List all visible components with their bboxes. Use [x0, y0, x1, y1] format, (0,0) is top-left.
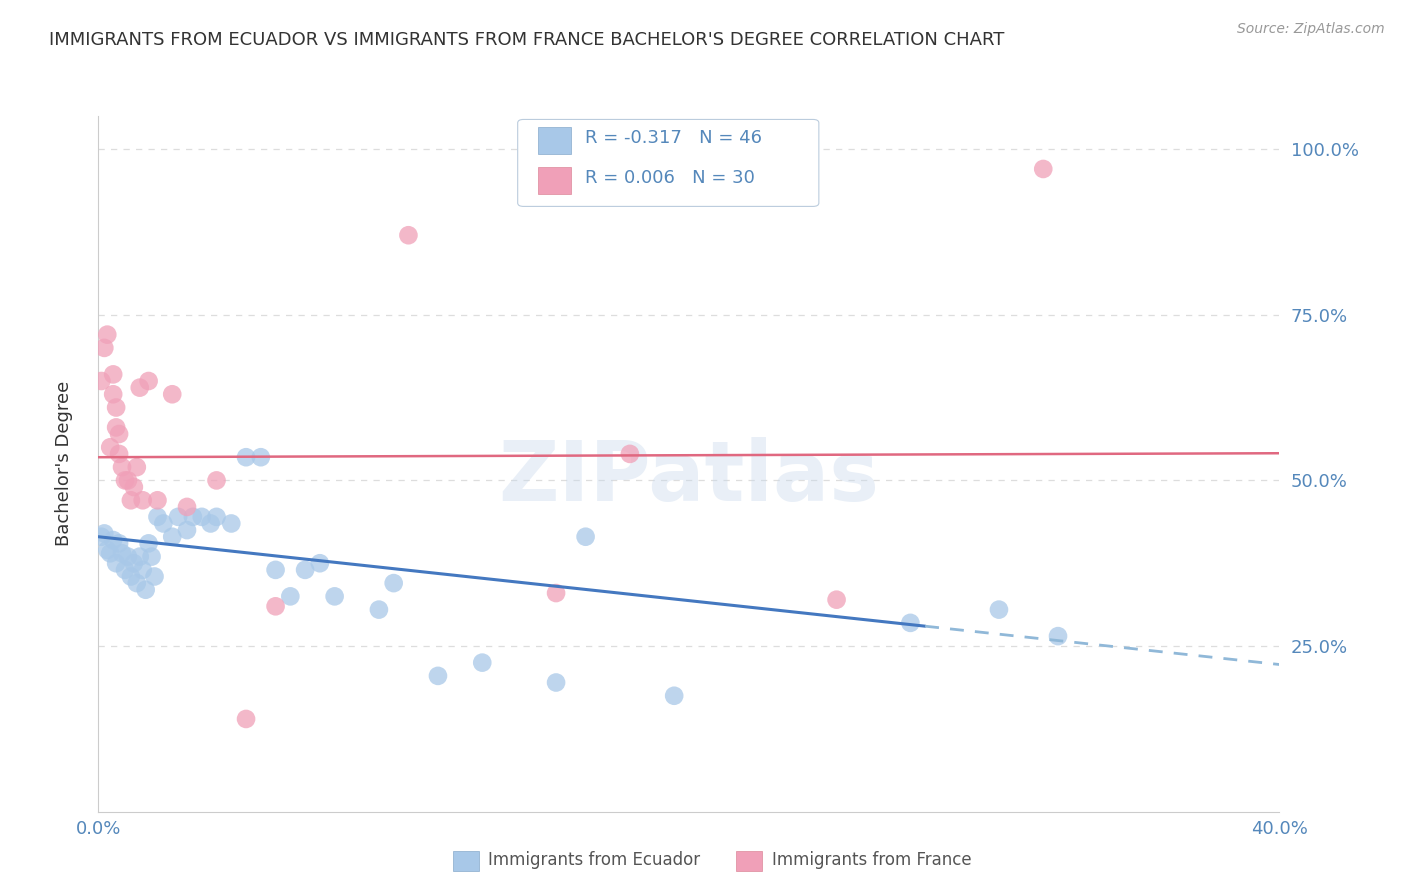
Point	[235, 450, 257, 465]
Point	[111, 546, 134, 560]
Point	[200, 516, 222, 531]
Point	[117, 474, 139, 488]
Point	[96, 327, 118, 342]
Text: ZIPatlas: ZIPatlas	[499, 437, 879, 518]
Point	[105, 556, 128, 570]
Point	[574, 530, 596, 544]
Point	[546, 675, 568, 690]
Point	[146, 493, 169, 508]
Point	[143, 569, 166, 583]
Point	[120, 493, 142, 508]
Point	[108, 447, 131, 461]
Point	[103, 533, 125, 547]
Point	[235, 712, 257, 726]
Text: Immigrants from Ecuador: Immigrants from Ecuador	[488, 852, 700, 870]
Point	[176, 500, 198, 514]
Text: Immigrants from France: Immigrants from France	[772, 852, 972, 870]
Point	[105, 401, 128, 415]
Point	[98, 440, 121, 454]
Point	[664, 689, 686, 703]
Point	[1046, 629, 1069, 643]
Point	[162, 530, 183, 544]
Point	[111, 460, 134, 475]
Point	[105, 420, 128, 434]
Point	[128, 549, 150, 564]
Point	[176, 523, 198, 537]
Point	[122, 480, 145, 494]
Point	[250, 450, 273, 465]
Point	[103, 368, 125, 382]
Point	[427, 669, 450, 683]
Point	[93, 341, 115, 355]
Point	[167, 509, 190, 524]
Y-axis label: Bachelor's Degree: Bachelor's Degree	[55, 381, 73, 547]
Point	[825, 592, 848, 607]
Text: IMMIGRANTS FROM ECUADOR VS IMMIGRANTS FROM FRANCE BACHELOR'S DEGREE CORRELATION : IMMIGRANTS FROM ECUADOR VS IMMIGRANTS FR…	[49, 31, 1004, 49]
Point	[987, 602, 1010, 616]
Point	[90, 530, 112, 544]
Point	[135, 582, 157, 597]
Point	[122, 556, 145, 570]
Point	[146, 509, 169, 524]
Point	[162, 387, 183, 401]
Point	[125, 576, 148, 591]
Point	[132, 493, 155, 508]
Point	[619, 447, 641, 461]
Bar	[537, 168, 571, 194]
Point	[93, 526, 115, 541]
Bar	[537, 127, 571, 153]
Point	[125, 460, 148, 475]
Point	[138, 536, 160, 550]
Bar	[737, 851, 762, 871]
Point	[219, 516, 242, 531]
Point	[278, 590, 302, 604]
Point	[294, 563, 316, 577]
Point	[108, 427, 131, 442]
Point	[205, 474, 228, 488]
Point	[114, 474, 136, 488]
Point	[117, 549, 139, 564]
Point	[264, 599, 287, 614]
Point	[120, 569, 142, 583]
Text: Source: ZipAtlas.com: Source: ZipAtlas.com	[1237, 22, 1385, 37]
Bar	[453, 851, 478, 871]
Point	[309, 556, 332, 570]
Point	[98, 546, 121, 560]
Point	[114, 563, 136, 577]
Point	[205, 509, 228, 524]
Point	[96, 543, 118, 558]
Point	[191, 509, 214, 524]
Point	[108, 536, 131, 550]
Point	[1032, 161, 1054, 176]
Point	[141, 549, 163, 564]
Point	[181, 509, 204, 524]
Point	[128, 381, 150, 395]
Point	[382, 576, 405, 591]
Point	[368, 602, 391, 616]
FancyBboxPatch shape	[517, 120, 818, 206]
Point	[103, 387, 125, 401]
Text: R = -0.317   N = 46: R = -0.317 N = 46	[585, 128, 762, 146]
Point	[264, 563, 287, 577]
Point	[138, 374, 160, 388]
Point	[396, 228, 419, 243]
Point	[132, 563, 155, 577]
Point	[90, 374, 112, 388]
Point	[546, 586, 568, 600]
Point	[471, 656, 494, 670]
Point	[900, 615, 922, 630]
Point	[323, 590, 346, 604]
Point	[152, 516, 174, 531]
Text: R = 0.006   N = 30: R = 0.006 N = 30	[585, 169, 755, 187]
